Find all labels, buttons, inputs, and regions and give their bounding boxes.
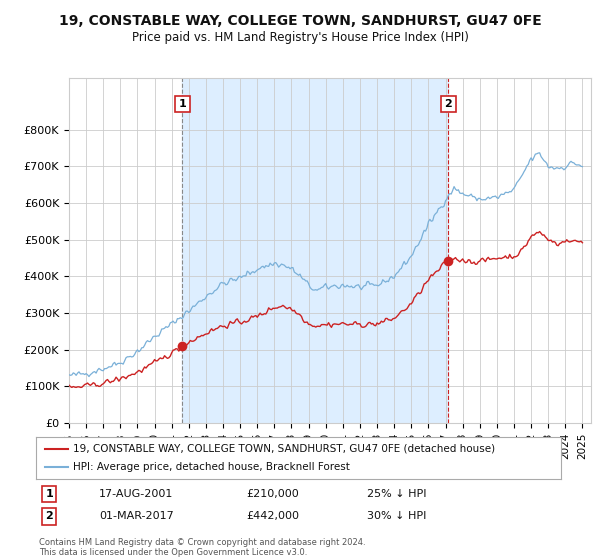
Text: £210,000: £210,000 — [246, 489, 299, 499]
Text: HPI: Average price, detached house, Bracknell Forest: HPI: Average price, detached house, Brac… — [73, 462, 350, 472]
Text: 1: 1 — [45, 489, 53, 499]
Text: 01-MAR-2017: 01-MAR-2017 — [99, 511, 174, 521]
Text: Contains HM Land Registry data © Crown copyright and database right 2024.
This d: Contains HM Land Registry data © Crown c… — [39, 538, 365, 557]
Text: 19, CONSTABLE WAY, COLLEGE TOWN, SANDHURST, GU47 0FE (detached house): 19, CONSTABLE WAY, COLLEGE TOWN, SANDHUR… — [73, 444, 495, 454]
Text: 2: 2 — [45, 511, 53, 521]
Text: 17-AUG-2001: 17-AUG-2001 — [99, 489, 173, 499]
Text: 1: 1 — [178, 99, 186, 109]
Text: 19, CONSTABLE WAY, COLLEGE TOWN, SANDHURST, GU47 0FE: 19, CONSTABLE WAY, COLLEGE TOWN, SANDHUR… — [59, 14, 541, 28]
Text: Price paid vs. HM Land Registry's House Price Index (HPI): Price paid vs. HM Land Registry's House … — [131, 31, 469, 44]
Bar — [182, 78, 448, 423]
Text: £442,000: £442,000 — [246, 511, 299, 521]
Text: 25% ↓ HPI: 25% ↓ HPI — [367, 489, 426, 499]
Text: 30% ↓ HPI: 30% ↓ HPI — [367, 511, 426, 521]
Text: 2: 2 — [445, 99, 452, 109]
